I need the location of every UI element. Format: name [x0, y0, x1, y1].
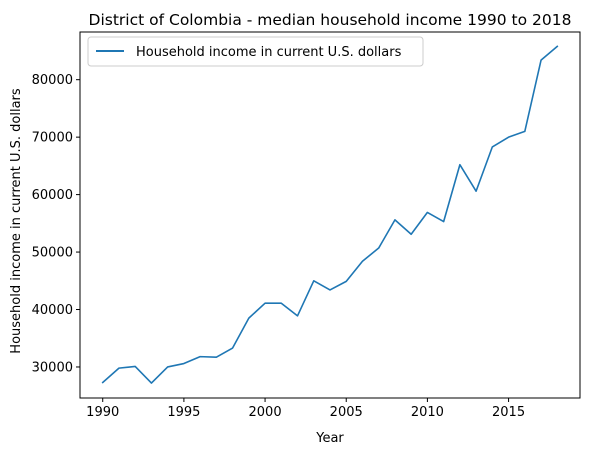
x-axis: 1990 1995 2000 2005 2010 2015	[86, 398, 525, 420]
x-tick-label: 1990	[86, 405, 119, 420]
legend-label: Household income in current U.S. dollars	[136, 45, 402, 60]
x-tick-label: 2015	[492, 405, 525, 420]
x-tick-label: 2010	[411, 405, 444, 420]
x-tick-label: 2005	[330, 405, 363, 420]
legend-box	[87, 36, 424, 67]
series-line	[101, 45, 559, 384]
y-tick-label: 70000	[32, 131, 73, 146]
y-tick-label: 50000	[32, 246, 73, 261]
legend: Household income in current U.S. dollars	[87, 36, 424, 67]
chart-title: District of Colombia - median household …	[89, 11, 572, 29]
y-tick-label: 80000	[32, 73, 73, 88]
y-tick-label: 60000	[32, 188, 73, 203]
x-tick-label: 2000	[249, 405, 282, 420]
plot-area	[101, 45, 559, 384]
x-tick-label: 1995	[167, 405, 200, 420]
x-axis-title: Year	[315, 431, 344, 446]
plot-frame	[79, 31, 581, 399]
y-axis-title: Household income in current U.S. dollars	[9, 88, 24, 354]
y-tick-label: 30000	[32, 360, 73, 375]
y-tick-label: 40000	[32, 303, 73, 318]
y-axis: 30000 40000 50000 60000 70000 80000	[32, 73, 80, 375]
